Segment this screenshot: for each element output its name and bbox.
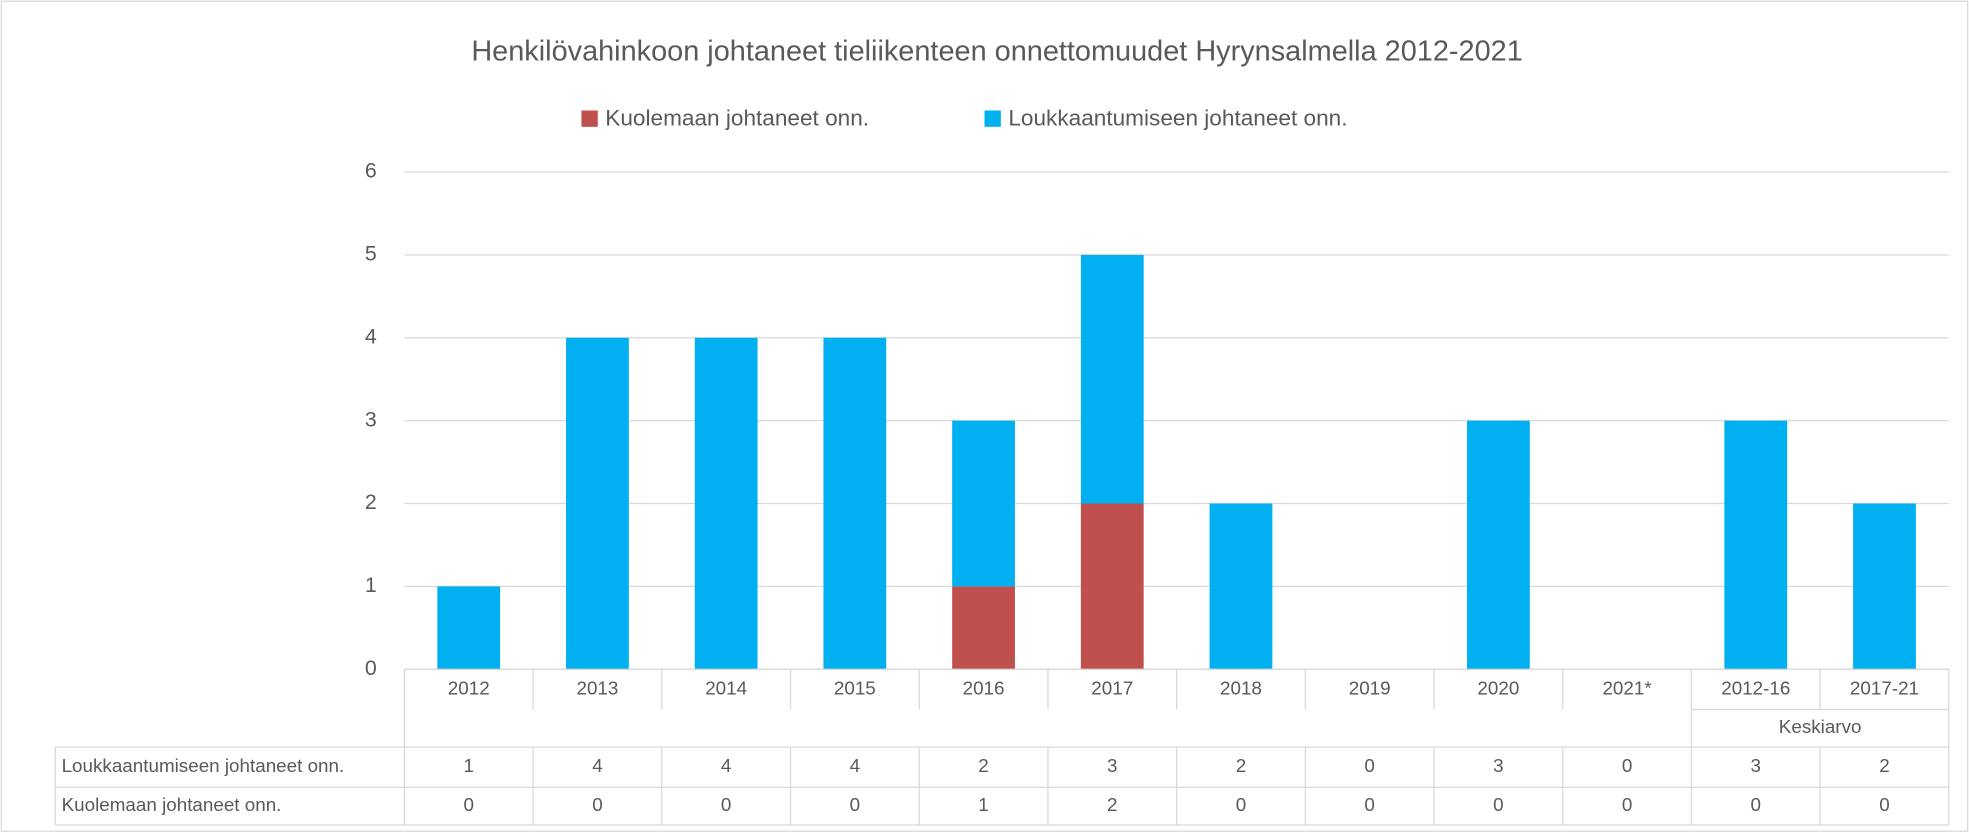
table-cell: 0: [592, 794, 602, 815]
table-cell: 0: [463, 794, 473, 815]
chart-title: Henkilövahinkoon johtaneet tieliikenteen…: [471, 35, 1522, 67]
y-tick-label: 0: [365, 656, 377, 680]
bar-segment: [1853, 503, 1916, 670]
bar-segment: [952, 420, 1015, 587]
bar-segment: [823, 337, 887, 670]
legend-label: Loukkaantumiseen johtaneet onn.: [1008, 105, 1347, 130]
x-tick-label: 2013: [576, 677, 618, 698]
table-cell: 0: [1236, 794, 1246, 815]
table-cell: 4: [592, 755, 602, 776]
table-row-header: Loukkaantumiseen johtaneet onn.: [62, 755, 345, 776]
table-cell: 2: [1236, 755, 1246, 776]
table-cell: 4: [721, 755, 731, 776]
bar-segment: [1080, 254, 1144, 504]
table-cell: 2: [978, 755, 988, 776]
category-group-label: Keskiarvo: [1779, 716, 1862, 737]
legend-swatch: [581, 110, 598, 127]
table-cell: 0: [1364, 755, 1374, 776]
table-cell: 2: [1879, 755, 1889, 776]
table-cell: 3: [1493, 755, 1503, 776]
table-cell: 2: [1107, 794, 1117, 815]
table-cell: 3: [1751, 755, 1761, 776]
bar-segment: [694, 337, 758, 670]
y-tick-label: 5: [365, 242, 377, 266]
table-cell: 3: [1107, 755, 1117, 776]
bar-segment: [1724, 420, 1788, 670]
table-cell: 0: [1622, 755, 1632, 776]
x-tick-label: 2014: [705, 677, 747, 698]
y-tick-label: 3: [365, 407, 377, 431]
x-tick-label: 2017: [1091, 677, 1133, 698]
table-cell: 0: [1364, 794, 1374, 815]
legend-label: Kuolemaan johtaneet onn.: [605, 105, 869, 130]
table-cell: 0: [1622, 794, 1632, 815]
bar-segment: [952, 586, 1015, 670]
x-tick-label: 2021*: [1602, 677, 1652, 698]
table-cell: 1: [978, 794, 988, 815]
table-cell: 0: [850, 794, 860, 815]
x-tick-label: 2015: [834, 677, 876, 698]
bar-segment: [1466, 420, 1530, 670]
table-cell: 4: [850, 755, 860, 776]
x-tick-label: 2017-21: [1850, 677, 1919, 698]
x-tick-label: 2018: [1220, 677, 1262, 698]
y-tick-label: 4: [365, 324, 377, 348]
bar-segment: [1080, 503, 1144, 670]
bar-segment: [1209, 503, 1273, 670]
y-tick-label: 1: [365, 573, 377, 597]
x-tick-label: 2016: [963, 677, 1005, 698]
bar-segment: [566, 337, 629, 670]
x-tick-label: 2012-16: [1721, 677, 1790, 698]
table-cell: 0: [1751, 794, 1761, 815]
x-tick-label: 2020: [1477, 677, 1519, 698]
legend-swatch: [984, 110, 1001, 127]
table-cell: 0: [1879, 794, 1889, 815]
x-tick-label: 2012: [448, 677, 490, 698]
table-row-header: Kuolemaan johtaneet onn.: [62, 794, 282, 815]
table-cell: 0: [1493, 794, 1503, 815]
bar-segment: [437, 586, 501, 670]
table-cell: 1: [463, 755, 473, 776]
table-cell: 0: [721, 794, 731, 815]
x-tick-label: 2019: [1349, 677, 1391, 698]
y-tick-label: 6: [365, 159, 377, 183]
y-tick-label: 2: [365, 490, 377, 514]
